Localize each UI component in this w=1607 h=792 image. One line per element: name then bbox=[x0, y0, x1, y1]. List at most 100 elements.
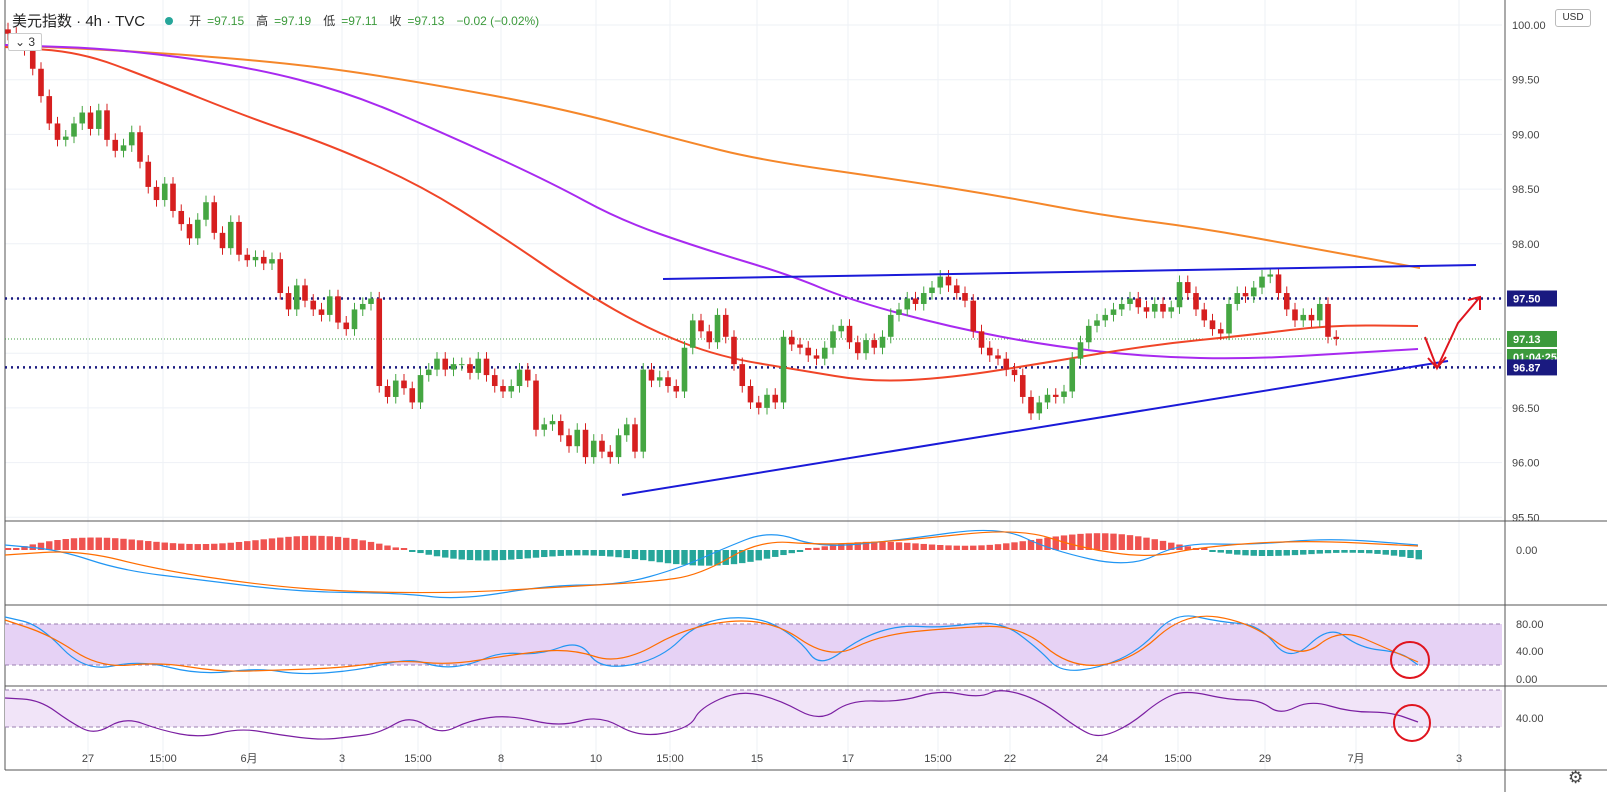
macd-histogram-bar bbox=[1217, 550, 1224, 553]
candle-body bbox=[368, 298, 374, 304]
macd-histogram-bar bbox=[351, 538, 358, 550]
candle-body bbox=[1209, 320, 1216, 330]
macd-histogram-bar bbox=[136, 540, 144, 550]
open-value: =97.15 bbox=[207, 13, 245, 28]
macd-histogram-bar bbox=[1201, 548, 1208, 550]
candle-body bbox=[401, 380, 407, 389]
macd-histogram-bar bbox=[235, 541, 243, 550]
candle-body bbox=[1077, 342, 1084, 359]
candle-body bbox=[590, 440, 597, 458]
price-label: 97.13 bbox=[1513, 334, 1541, 346]
candle-body bbox=[780, 336, 787, 403]
macd-histogram-bar bbox=[186, 543, 193, 550]
low-label: 低 bbox=[323, 14, 336, 28]
candle-body bbox=[1184, 282, 1191, 294]
candle-body bbox=[937, 276, 944, 288]
macd-histogram-bar bbox=[970, 545, 977, 550]
macd-histogram-bar bbox=[887, 541, 894, 550]
candle-body bbox=[739, 364, 746, 387]
candle-body bbox=[128, 132, 135, 146]
macd-histogram-bar bbox=[334, 536, 342, 550]
x-tick-label: 3 bbox=[339, 753, 345, 765]
candle-body bbox=[475, 358, 482, 373]
macd-histogram-bar bbox=[722, 550, 729, 565]
macd-histogram-bar bbox=[1242, 550, 1249, 556]
candle-body bbox=[458, 364, 465, 366]
macd-histogram-bar bbox=[1258, 550, 1266, 557]
candle-body bbox=[623, 424, 630, 436]
symbol-title[interactable]: 美元指数 · 4h · TVC bbox=[12, 13, 146, 30]
candle-body bbox=[599, 440, 605, 452]
macd-histogram-bar bbox=[541, 550, 548, 558]
arrow-head-down bbox=[1427, 356, 1447, 370]
macd-histogram-bar bbox=[301, 535, 309, 550]
macd-histogram-bar bbox=[1357, 550, 1365, 553]
macd-histogram-bar bbox=[244, 541, 251, 550]
open-label: 开 bbox=[189, 14, 202, 28]
macd-histogram-bar bbox=[54, 540, 61, 550]
gear-icon[interactable]: ⚙ bbox=[1568, 768, 1584, 787]
x-tick-label: 15:00 bbox=[404, 753, 432, 765]
candle-body bbox=[1275, 274, 1282, 294]
macd-histogram-bar bbox=[953, 545, 960, 550]
candle-body bbox=[1069, 358, 1076, 392]
x-tick-label: 17 bbox=[842, 753, 854, 765]
y-tick-label: 100.00 bbox=[1512, 20, 1546, 32]
candle-body bbox=[582, 429, 589, 458]
macd-histogram-bar bbox=[70, 538, 78, 550]
macd-histogram-bar bbox=[46, 541, 53, 550]
candle-body bbox=[285, 293, 292, 310]
macd-histogram-bar bbox=[252, 540, 259, 550]
macd-histogram-bar bbox=[1093, 533, 1101, 550]
candle-body bbox=[384, 386, 391, 397]
macd-histogram-bar bbox=[928, 544, 936, 550]
candle-body bbox=[203, 202, 209, 220]
macd-histogram-bar bbox=[607, 550, 614, 557]
macd-histogram-bar bbox=[1415, 550, 1422, 560]
macd-histogram-bar bbox=[400, 548, 408, 550]
price-label-bg bbox=[1507, 359, 1557, 376]
macd-histogram-bar bbox=[1300, 550, 1307, 555]
macd-histogram-bar bbox=[574, 550, 581, 556]
rsi-band bbox=[5, 690, 1502, 727]
candle-body bbox=[1308, 314, 1315, 321]
macd-histogram-bar bbox=[153, 541, 160, 550]
y-tick-label: 99.50 bbox=[1512, 75, 1540, 87]
macd-histogram-bar bbox=[227, 542, 234, 550]
currency-badge[interactable]: USD bbox=[1555, 9, 1591, 27]
macd-histogram-bar bbox=[508, 550, 515, 560]
macd-histogram-bar bbox=[846, 542, 853, 550]
macd-histogram-bar bbox=[491, 550, 498, 561]
market-status-icon bbox=[165, 16, 174, 25]
macd-histogram-bar bbox=[805, 548, 812, 550]
candle-body bbox=[1316, 303, 1323, 321]
candle-body bbox=[698, 320, 704, 332]
candle-body bbox=[1242, 293, 1249, 297]
candle-body bbox=[1292, 309, 1298, 321]
price-label: 96.87 bbox=[1513, 362, 1541, 374]
candle-body bbox=[1127, 298, 1133, 304]
macd-histogram-bar bbox=[689, 550, 696, 566]
stoch-band bbox=[5, 624, 1502, 665]
candle-body bbox=[920, 293, 927, 304]
candle-body bbox=[813, 355, 820, 359]
indicator-collapse-button[interactable]: ⌄ 3 bbox=[8, 33, 43, 51]
y-tick-label: 98.50 bbox=[1512, 184, 1540, 196]
candle-body bbox=[706, 331, 713, 343]
high-value: =97.19 bbox=[274, 13, 312, 28]
macd-histogram-bar bbox=[986, 544, 993, 550]
macd-histogram-bar bbox=[854, 542, 861, 550]
macd-histogram-bar bbox=[1044, 537, 1051, 550]
macd-histogram-bar bbox=[532, 550, 540, 558]
macd-histogram-bar bbox=[1366, 550, 1373, 554]
macd-histogram-bar bbox=[640, 550, 647, 561]
candle-body bbox=[731, 336, 737, 365]
macd-histogram-bar bbox=[417, 550, 424, 554]
macd-histogram-bar bbox=[128, 539, 135, 550]
macd-histogram-bar bbox=[524, 550, 531, 559]
macd-histogram-bar bbox=[310, 535, 317, 550]
macd-histogram-bar bbox=[838, 543, 845, 550]
candle-body bbox=[1267, 274, 1274, 277]
macd-histogram-bar bbox=[648, 550, 655, 562]
